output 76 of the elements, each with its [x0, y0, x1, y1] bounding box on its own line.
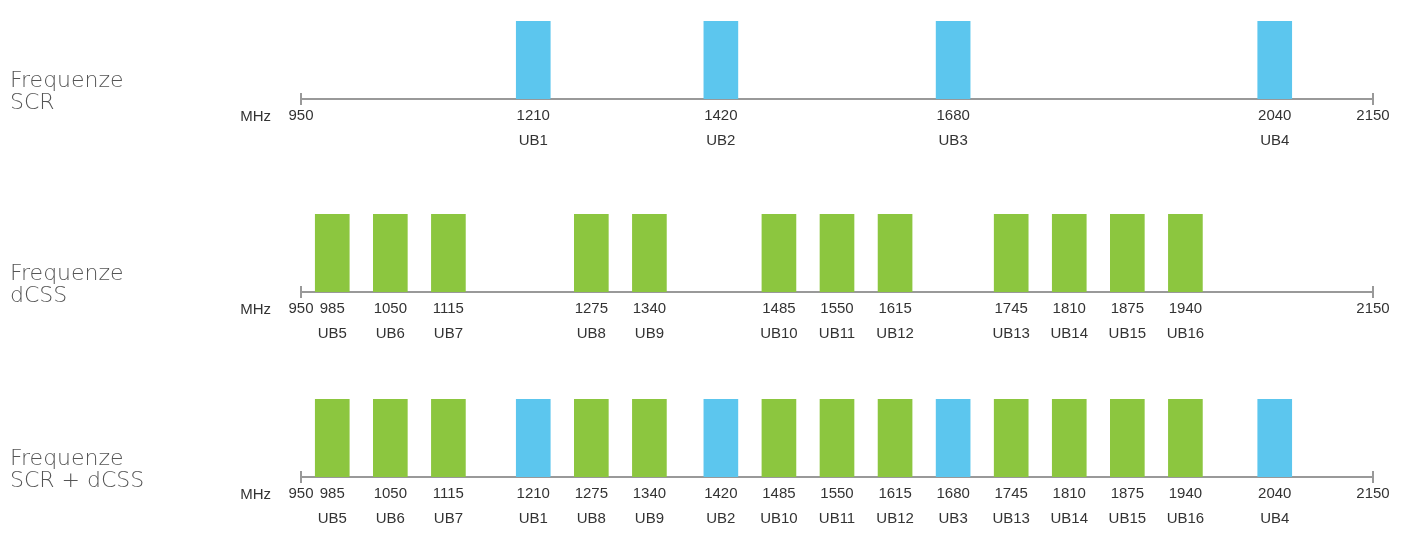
x-tick-label: 1115 [432, 299, 464, 317]
annotation: UB15 [1108, 508, 1147, 526]
x-tick-label: 1550 [820, 484, 854, 502]
annotation: UB7 [433, 508, 463, 526]
annotation: UB15 [1108, 323, 1147, 341]
annotation: UB3 [938, 130, 968, 148]
annotation: UB9 [634, 508, 664, 526]
annotation: UB1 [518, 508, 548, 526]
annotation: UB10 [760, 323, 798, 341]
x-tick-label: 1420 [704, 106, 738, 124]
x-tick-label: 2040 [1258, 484, 1292, 502]
y-axis-title: Frequenze SCR + dCSS [10, 445, 145, 492]
x-tick-label: 1550 [820, 299, 854, 317]
annotation: UB16 [1166, 323, 1205, 341]
x-tick-label: 1810 [1052, 484, 1086, 502]
y-axis-title: Frequenze dCSS [10, 260, 124, 307]
x-tick-label: 1680 [936, 484, 970, 502]
x-tick-label: 1050 [373, 299, 408, 317]
annotation: UB8 [576, 508, 606, 526]
x-tick-label: 1275 [574, 299, 609, 317]
annotation: UB4 [1260, 508, 1290, 526]
x-tick-label: 950 [288, 484, 314, 502]
x-tick-label: 1420 [704, 484, 738, 502]
x-axis-title: MHz [240, 484, 271, 502]
x-tick-label: 2150 [1356, 484, 1390, 502]
x-tick-label: 1680 [936, 106, 970, 124]
x-tick-label: 985 [319, 484, 345, 502]
x-tick-label: 1745 [994, 299, 1028, 317]
x-tick-label: 1745 [994, 484, 1028, 502]
x-tick-label: 1875 [1110, 484, 1145, 502]
x-tick-label: 1275 [574, 484, 609, 502]
x-tick-label: 1115 [432, 484, 464, 502]
annotation: UB14 [1050, 508, 1089, 526]
annotation: UB9 [634, 323, 664, 341]
x-tick-label: 2150 [1356, 106, 1390, 124]
x-tick-label: 1210 [516, 484, 550, 502]
x-tick-label: 2040 [1258, 106, 1292, 124]
x-axis-title: MHz [240, 299, 271, 317]
x-tick-label: 1940 [1168, 299, 1203, 317]
annotation: UB6 [375, 323, 405, 341]
x-tick-label: 1340 [632, 299, 667, 317]
annotation: UB5 [317, 508, 347, 526]
annotation: UB5 [317, 323, 347, 341]
annotation: UB14 [1050, 323, 1089, 341]
annotation: UB1 [518, 130, 548, 148]
x-axis-title: MHz [240, 106, 271, 124]
x-tick-label: 1615 [878, 484, 912, 502]
annotation: UB11 [818, 508, 856, 526]
annotation: UB8 [576, 323, 606, 341]
annotation: UB12 [876, 323, 914, 341]
x-tick-label: 1875 [1110, 299, 1145, 317]
annotation: UB12 [876, 508, 914, 526]
annotation: UB10 [760, 508, 798, 526]
x-tick-label: 985 [319, 299, 345, 317]
annotation: UB13 [992, 508, 1030, 526]
x-tick-label: 950 [288, 299, 314, 317]
x-tick-label: 1615 [878, 299, 912, 317]
annotation: UB4 [1260, 130, 1290, 148]
annotation: UB7 [433, 323, 463, 341]
x-tick-label: 1485 [762, 484, 796, 502]
annotation: UB6 [375, 508, 405, 526]
x-tick-label: 1485 [762, 299, 796, 317]
annotation: UB3 [938, 508, 968, 526]
x-tick-label: 2150 [1356, 299, 1390, 317]
annotation: UB16 [1166, 508, 1205, 526]
annotation: UB2 [706, 130, 736, 148]
x-tick-label: 1050 [373, 484, 408, 502]
annotation: UB11 [818, 323, 856, 341]
y-axis-title: Frequenze SCR [10, 67, 124, 114]
annotation: UB13 [992, 323, 1030, 341]
annotation: UB2 [706, 508, 736, 526]
x-tick-label: 950 [288, 106, 314, 124]
x-tick-label: 1810 [1052, 299, 1086, 317]
x-tick-label: 1940 [1168, 484, 1203, 502]
x-tick-label: 1340 [632, 484, 667, 502]
x-tick-label: 1210 [516, 106, 550, 124]
